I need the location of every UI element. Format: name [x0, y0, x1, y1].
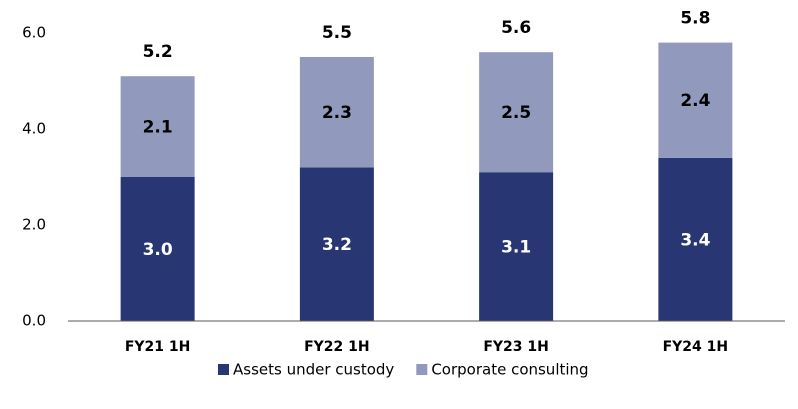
total-label: 5.6 — [501, 18, 531, 38]
total-label: 5.5 — [322, 23, 352, 43]
bar-segment — [120, 76, 195, 177]
x-tick-label: FY22 1H — [304, 339, 370, 355]
total-label: 5.2 — [143, 42, 173, 62]
y-tick-label: 2.0 — [22, 216, 46, 234]
legend-label: Assets under custody — [233, 361, 394, 379]
segment-label: 2.5 — [501, 103, 531, 123]
x-tick-label: FY23 1H — [483, 339, 549, 355]
legend-swatch — [218, 364, 229, 375]
segment-label: 2.3 — [322, 103, 352, 123]
legend-label: Corporate consulting — [431, 361, 588, 379]
bar-segment — [299, 57, 374, 168]
bar-segment — [120, 177, 195, 321]
segment-label: 3.1 — [501, 238, 531, 258]
bar-segment — [299, 167, 374, 321]
x-tick-label: FY21 1H — [125, 339, 191, 355]
y-tick-label: 6.0 — [22, 24, 46, 42]
segment-label: 3.2 — [322, 235, 352, 255]
segment-label: 3.4 — [680, 230, 710, 250]
segment-label: 2.4 — [680, 91, 710, 111]
segment-label: 2.1 — [143, 118, 173, 138]
total-label: 5.8 — [680, 9, 710, 29]
y-tick-label: 4.0 — [22, 120, 46, 138]
bar-segment — [479, 52, 554, 173]
segment-label: 3.0 — [143, 240, 173, 260]
bar-segment — [658, 42, 733, 158]
bar-segment — [658, 157, 733, 321]
x-tick-label: FY24 1H — [663, 339, 729, 355]
bar-segment — [479, 172, 554, 321]
legend-swatch — [416, 364, 428, 375]
y-tick-label: 0.0 — [22, 312, 46, 330]
